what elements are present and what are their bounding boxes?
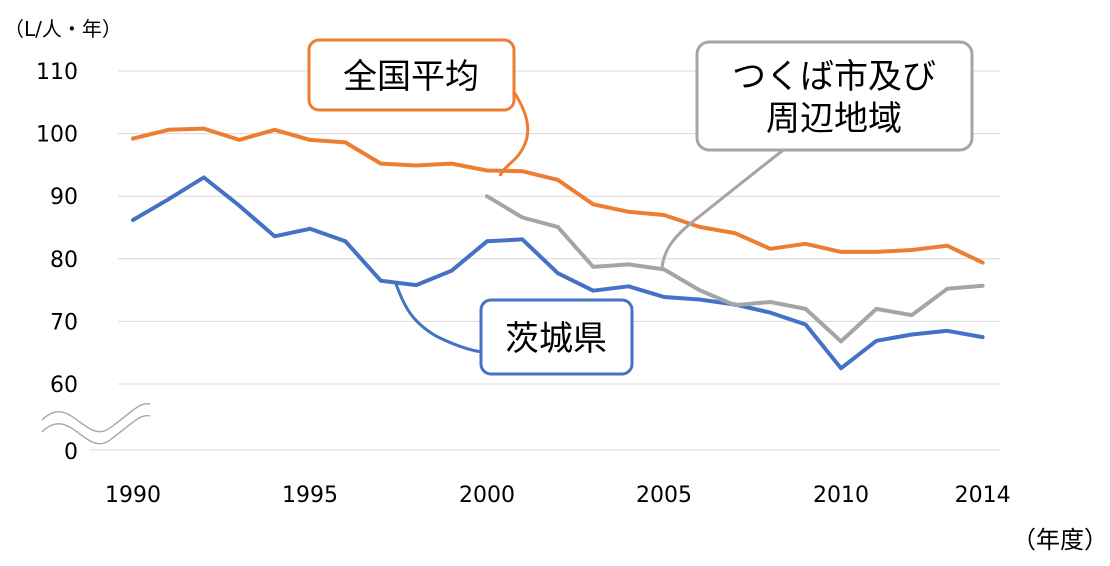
y-tick-label: 70: [50, 310, 78, 335]
callout-label-national: 全国平均: [343, 57, 479, 97]
callout-leader-ibaraki: [394, 283, 483, 354]
x-tick-label: 1990: [105, 483, 161, 508]
series-line-1: [131, 175, 985, 371]
y-tick-label: 80: [50, 248, 78, 273]
x-tick-label: 1995: [282, 483, 338, 508]
callout-label-tsukuba-line2: 周辺地域: [766, 99, 902, 139]
axis-break: [14, 403, 151, 484]
axis-break-wave: [41, 403, 151, 433]
callout-label-ibaraki: 茨城県: [505, 319, 607, 359]
y-tick-label: 90: [50, 185, 78, 210]
series-line-0: [131, 126, 985, 265]
series-line-2: [485, 194, 985, 344]
y-tick-labels: 110 100 90 80 70 60 0: [36, 60, 78, 465]
y-tick-label: 0: [64, 440, 78, 465]
x-tick-label: 2014: [955, 483, 1011, 508]
series-lines: [131, 126, 985, 371]
axis-break-mask: [14, 418, 90, 484]
axis-break-wave: [41, 415, 151, 445]
callout-leader-tsukuba: [660, 146, 787, 269]
callout-label-tsukuba-line1: つくば市及び: [732, 57, 936, 97]
y-tick-label: 110: [36, 60, 78, 85]
x-tick-label: 2005: [636, 483, 692, 508]
x-tick-label: 2000: [459, 483, 515, 508]
x-axis-label: （年度）: [1012, 526, 1108, 554]
y-axis-label: （L/人・年）: [4, 17, 122, 41]
callout-box-tsukuba: [695, 40, 974, 152]
callout-box-ibaraki: [479, 298, 634, 376]
y-tick-label: 60: [50, 373, 78, 398]
callout-leader-national: [498, 91, 530, 177]
x-tick-label: 2010: [813, 483, 869, 508]
x-tick-labels: 1990 1995 2000 2005 2010 2014: [105, 483, 1011, 508]
y-tick-label: 100: [36, 123, 78, 148]
callout-box-national: [307, 38, 516, 112]
